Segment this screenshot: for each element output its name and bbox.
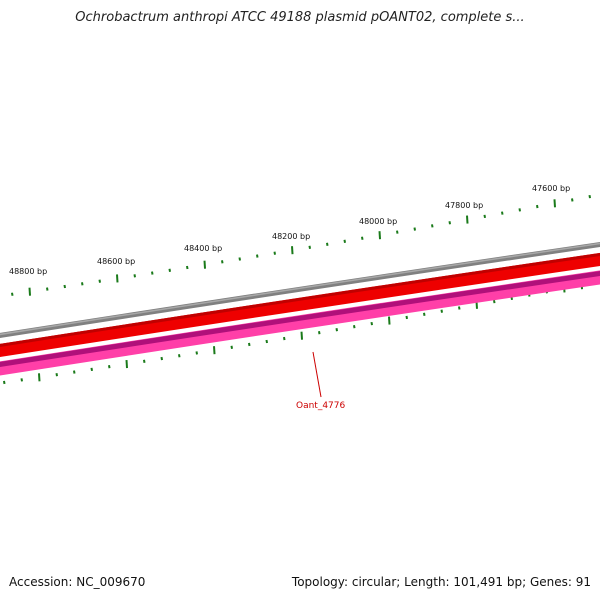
minor-tick <box>73 370 76 374</box>
minor-tick <box>458 306 461 310</box>
minor-tick <box>178 354 181 358</box>
minor-tick <box>98 279 101 283</box>
minor-tick <box>90 367 93 372</box>
major-tick <box>291 246 294 255</box>
minor-tick <box>423 312 426 316</box>
minor-tick <box>413 227 416 231</box>
minor-tick <box>265 339 268 344</box>
minor-tick <box>448 221 451 225</box>
minor-tick <box>440 309 443 313</box>
major-tick <box>378 231 381 240</box>
major-tick <box>28 287 31 296</box>
minor-tick <box>195 351 198 355</box>
minor-tick <box>361 236 364 240</box>
tick-label: 48200 bp <box>272 232 310 241</box>
minor-tick <box>160 356 163 361</box>
major-tick <box>553 199 556 208</box>
minor-tick <box>248 342 251 347</box>
minor-tick <box>308 245 311 249</box>
major-tick <box>388 316 391 325</box>
major-tick <box>300 331 303 340</box>
minor-tick <box>318 331 321 335</box>
minor-tick <box>11 292 14 296</box>
minor-tick <box>588 194 591 199</box>
outer-tick-ring <box>11 194 591 296</box>
minor-tick <box>3 380 6 385</box>
minor-tick <box>55 373 58 377</box>
major-tick <box>466 215 469 224</box>
forward-strand-shade <box>0 252 600 347</box>
minor-tick <box>343 239 346 243</box>
minor-tick <box>20 378 23 382</box>
tick-label: 48000 bp <box>359 217 397 226</box>
tick-label: 47800 bp <box>445 201 483 210</box>
minor-tick <box>405 315 408 320</box>
minor-tick <box>493 299 496 304</box>
tick-label: 48800 bp <box>9 267 47 276</box>
reverse-strand-feature[interactable] <box>0 270 600 376</box>
minor-tick <box>63 284 66 289</box>
minor-tick <box>221 260 224 264</box>
minor-tick <box>396 230 399 234</box>
major-tick <box>213 346 216 355</box>
minor-tick <box>108 365 111 369</box>
topology-summary-text: Topology: circular; Length: 101,491 bp; … <box>291 575 591 589</box>
gene-label-leader <box>312 351 322 398</box>
minor-tick <box>168 268 171 272</box>
tick-label: 47600 bp <box>532 184 570 193</box>
minor-tick <box>326 242 329 246</box>
gene-label-oant-4776[interactable]: Oant_4776 <box>296 401 346 411</box>
minor-tick <box>273 251 276 255</box>
minor-tick <box>283 336 286 341</box>
major-tick <box>203 260 206 269</box>
minor-tick <box>133 274 136 278</box>
minor-tick <box>431 224 434 228</box>
minor-tick <box>335 328 338 332</box>
backbone-highlight <box>0 242 600 336</box>
minor-tick <box>571 198 574 202</box>
backbone-track <box>0 241 600 338</box>
major-tick <box>125 359 128 369</box>
minor-tick <box>186 265 189 270</box>
accession-text: Accession: NC_009670 <box>9 575 146 589</box>
minor-tick <box>81 282 84 286</box>
minor-tick <box>151 271 154 275</box>
tick-label: 48600 bp <box>97 257 135 266</box>
reverse-strand-shade <box>0 270 600 367</box>
minor-tick <box>370 321 373 326</box>
minor-tick <box>483 214 486 219</box>
minor-tick <box>238 257 241 261</box>
major-tick <box>38 373 41 382</box>
minor-tick <box>46 287 49 291</box>
minor-tick <box>518 208 521 212</box>
minor-tick <box>536 204 539 209</box>
forward-strand-feature[interactable] <box>0 252 600 358</box>
minor-tick <box>501 211 504 215</box>
map-title: Ochrobactrum anthropi ATCC 49188 plasmid… <box>75 10 525 25</box>
minor-tick <box>230 345 233 349</box>
tick-label: 48400 bp <box>184 244 222 253</box>
minor-tick <box>353 324 356 329</box>
major-tick <box>116 274 119 283</box>
minor-tick <box>256 254 259 258</box>
minor-tick <box>143 359 146 363</box>
tick-label-group: 48800 bp 48600 bp 48400 bp 48200 bp 48000 bp… <box>9 184 570 276</box>
